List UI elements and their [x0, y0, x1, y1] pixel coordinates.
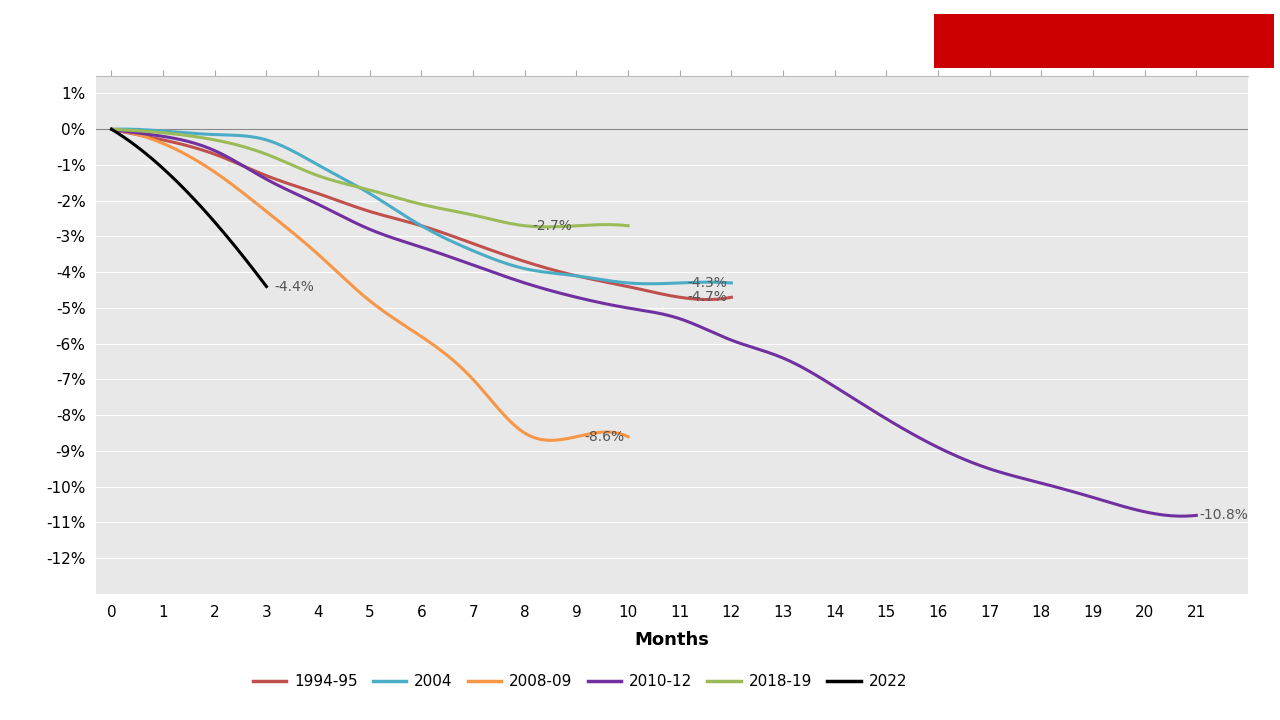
1994-95 — [484, 246, 499, 254]
2010-12 — [104, 125, 119, 133]
2008-09 — [621, 433, 636, 441]
1994-95 — [104, 125, 119, 133]
2018-19 — [539, 222, 554, 231]
2018-19 — [411, 199, 426, 208]
2018-19 — [410, 199, 425, 207]
2004 — [104, 125, 119, 133]
Text: -4.3%: -4.3% — [687, 276, 727, 290]
2022 — [234, 251, 250, 259]
2022 — [196, 204, 211, 213]
Text: -4.7%: -4.7% — [687, 290, 727, 305]
2008-09 — [104, 125, 119, 133]
2008-09 — [410, 330, 425, 338]
2004 — [628, 279, 644, 288]
1994-95 — [699, 295, 714, 304]
Legend: 1994-95, 2004, 2008-09, 2010-12, 2018-19, 2022: 1994-95, 2004, 2008-09, 2010-12, 2018-19… — [247, 668, 913, 696]
2004 — [472, 250, 488, 258]
2008-09 — [543, 436, 558, 445]
2004 — [106, 125, 122, 133]
2022 — [244, 264, 260, 272]
2004 — [475, 251, 490, 259]
2004 — [485, 254, 500, 263]
2018-19 — [541, 222, 557, 231]
2010-12 — [1018, 475, 1033, 484]
2004 — [643, 279, 658, 288]
2004 — [723, 279, 739, 287]
Line: 2018-19: 2018-19 — [111, 129, 628, 227]
2018-19 — [104, 125, 119, 133]
2008-09 — [105, 125, 120, 134]
Text: -8.6%: -8.6% — [584, 430, 625, 444]
1994-95 — [723, 293, 739, 302]
Text: -2.7%: -2.7% — [532, 219, 572, 233]
Line: 1994-95: 1994-95 — [111, 129, 731, 300]
Line: 2010-12: 2010-12 — [111, 129, 1197, 516]
Text: -4.4%: -4.4% — [274, 279, 314, 294]
Text: -10.8%: -10.8% — [1199, 508, 1248, 522]
Line: 2008-09: 2008-09 — [111, 129, 628, 441]
2010-12 — [108, 125, 123, 134]
2022 — [105, 125, 120, 134]
1994-95 — [666, 292, 681, 300]
2008-09 — [420, 336, 435, 345]
2018-19 — [573, 221, 589, 230]
2022 — [259, 282, 274, 291]
2010-12 — [1174, 512, 1189, 521]
Line: 2004: 2004 — [111, 129, 731, 284]
1994-95 — [471, 241, 486, 250]
X-axis label: Months: Months — [635, 631, 709, 649]
2018-19 — [621, 222, 636, 230]
2018-19 — [105, 125, 120, 134]
2010-12 — [1189, 511, 1204, 520]
2022 — [196, 205, 211, 214]
2004 — [114, 125, 129, 133]
2010-12 — [746, 343, 762, 352]
Line: 2022: 2022 — [111, 129, 266, 287]
1994-95 — [106, 125, 122, 134]
2008-09 — [539, 436, 554, 444]
2008-09 — [411, 330, 426, 339]
2022 — [198, 208, 214, 217]
2010-12 — [1087, 494, 1102, 503]
1994-95 — [626, 284, 641, 292]
2010-12 — [750, 345, 765, 354]
1994-95 — [472, 242, 488, 251]
2008-09 — [573, 431, 589, 440]
2004 — [669, 279, 685, 287]
2018-19 — [420, 202, 435, 210]
2010-12 — [768, 351, 783, 359]
2022 — [104, 125, 119, 133]
